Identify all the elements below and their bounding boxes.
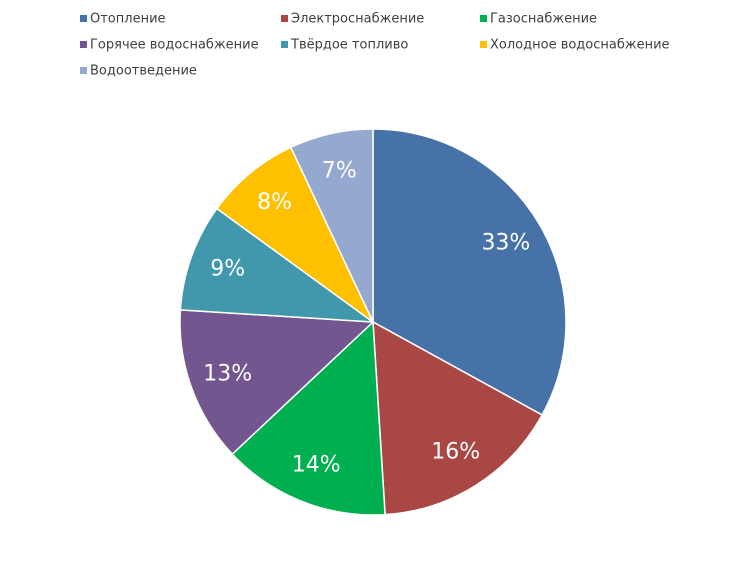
data-label: 7% [322, 158, 357, 183]
legend-label: Водоотведение [90, 64, 197, 79]
data-label: 33% [481, 230, 530, 255]
legend-label: Отопление [90, 12, 166, 27]
pie-slice [215, 146, 374, 323]
data-label: 9% [210, 257, 245, 282]
pie-slice [231, 320, 386, 516]
legend-label: Холодное водоснабжение [490, 38, 670, 53]
legend-swatch [480, 15, 487, 22]
legend-swatch [281, 41, 288, 48]
legend-swatch [80, 41, 87, 48]
legend-label: Твёрдое топливо [290, 38, 408, 53]
pie-slice [372, 128, 567, 416]
legend-swatch [281, 15, 288, 22]
pie-slice [289, 128, 374, 323]
legend-swatch [80, 67, 87, 74]
pie-slice [372, 320, 544, 516]
pie-slice [179, 207, 376, 323]
legend-label: Газоснабжение [490, 12, 597, 27]
legend-label: Электроснабжение [291, 12, 424, 27]
data-label: 8% [257, 190, 292, 215]
data-label: 13% [203, 361, 252, 386]
legend-swatch [480, 41, 487, 48]
legend-label: Горячее водоснабжение [90, 38, 259, 53]
data-label: 16% [431, 439, 480, 464]
pie-slice [179, 309, 375, 456]
legend-swatch [80, 15, 87, 22]
data-label: 14% [292, 453, 341, 478]
